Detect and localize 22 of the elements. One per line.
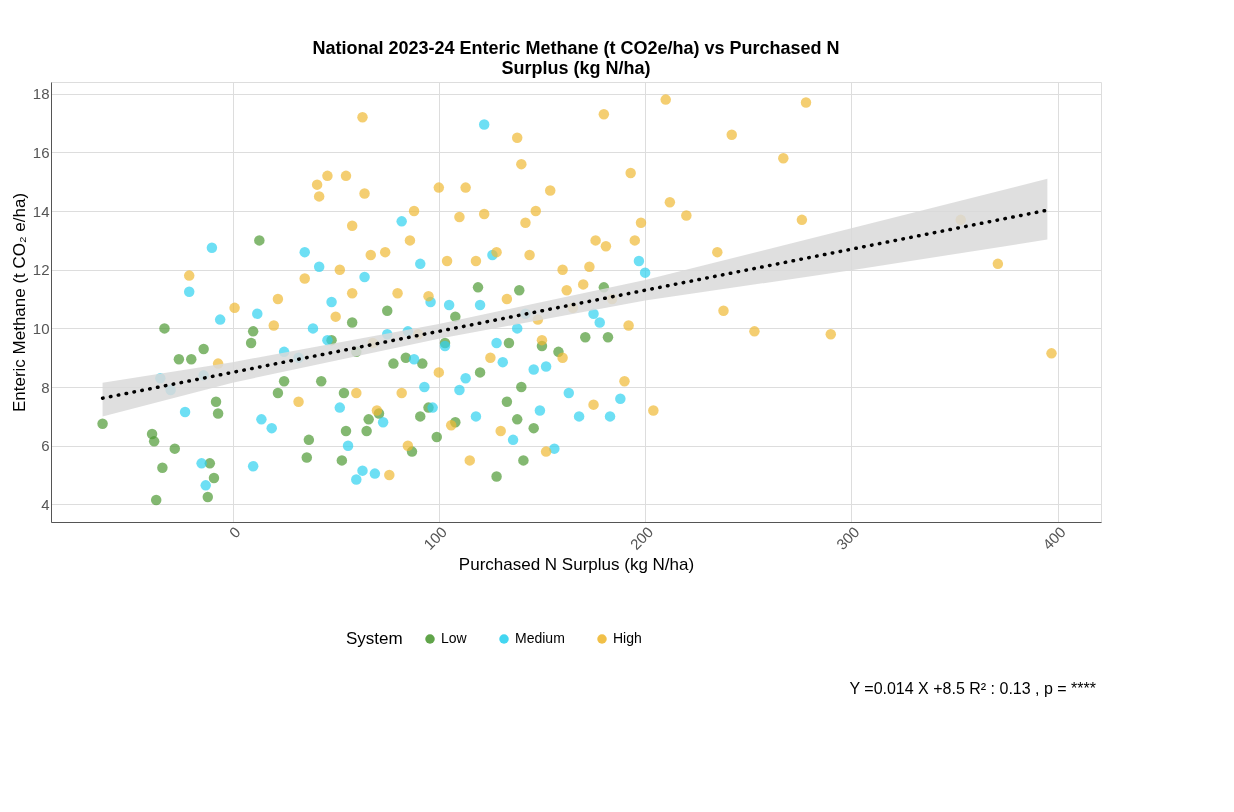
- legend-label: Medium: [515, 630, 565, 646]
- y-tick-label: 8: [41, 378, 50, 396]
- y-axis-title: Enteric Methane (t CO₂ e/ha): [9, 192, 29, 413]
- x-tick-label: 300: [832, 523, 863, 553]
- y-tick-label: 12: [32, 261, 50, 279]
- legend-label: High: [613, 630, 642, 646]
- x-axis-title: Purchased N Surplus (kg N/ha): [458, 554, 695, 574]
- legend-label: Low: [441, 630, 468, 646]
- y-tick-label: 4: [41, 495, 50, 513]
- text: Surplus (kg N/ha): [501, 58, 651, 78]
- x-tick-label: 200: [626, 523, 657, 553]
- text: National 2023-24 Enteric Methane (t CO2e/ha) vs Purchased N: [312, 38, 840, 58]
- x-tick-label: 0: [225, 523, 244, 542]
- x-tick-label: 100: [420, 523, 450, 553]
- y-tick-label: 6: [41, 437, 50, 455]
- y-tick-label: 18: [32, 85, 50, 103]
- y-tick-label: 14: [32, 202, 50, 220]
- y-tick-label: 16: [32, 143, 50, 161]
- legend-title: System: [346, 629, 403, 648]
- text: Y =0.014 X +8.5 R² : 0.13 , p = ****: [849, 680, 1096, 697]
- y-tick-label: 10: [32, 319, 50, 337]
- x-tick-label: 400: [1039, 523, 1069, 553]
